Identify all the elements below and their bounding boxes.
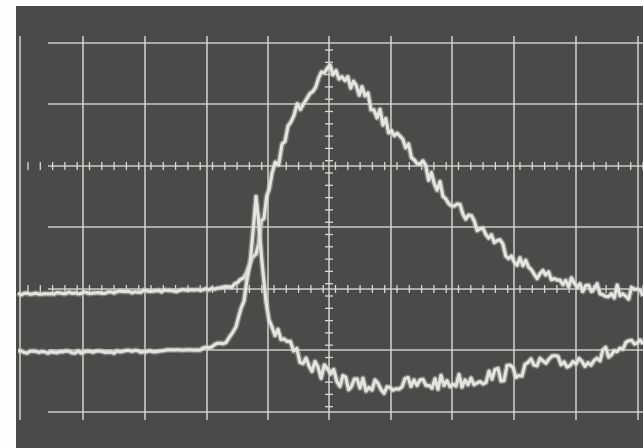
upper-trace-glow (16, 62, 643, 303)
lower-trace (17, 194, 643, 395)
upper-trace (17, 63, 643, 301)
graticule-grid (19, 36, 643, 420)
signal-traces (16, 62, 643, 397)
